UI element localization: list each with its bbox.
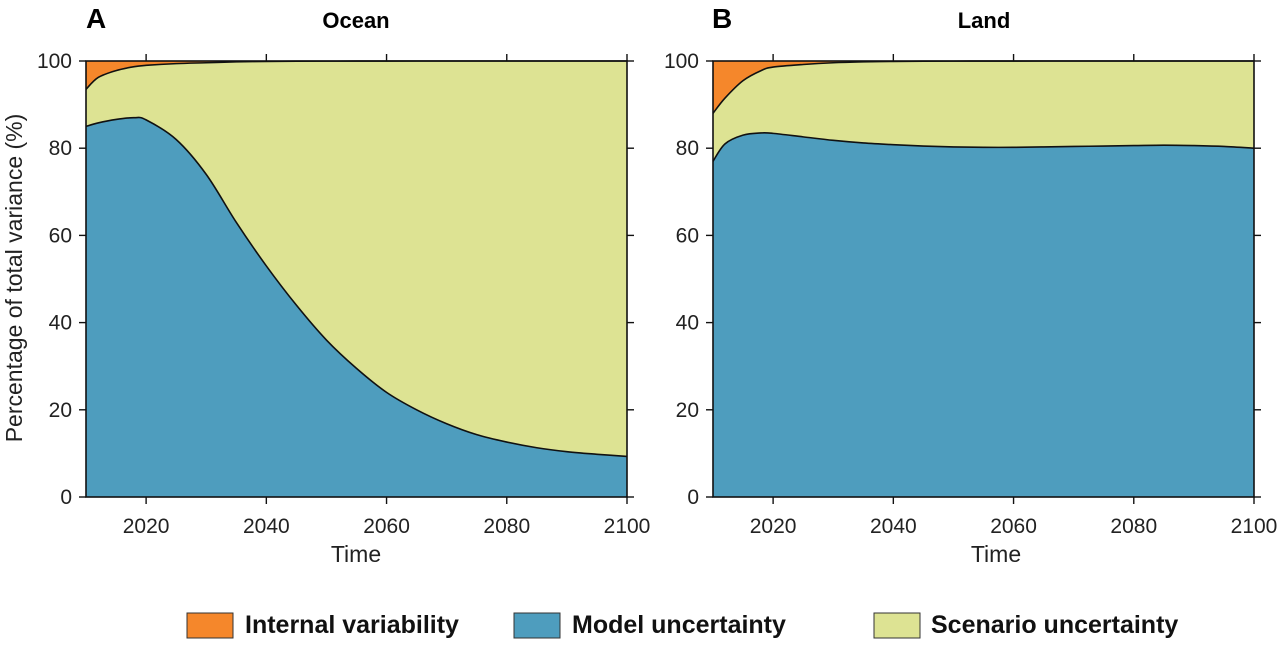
x-tick-label: 2080 bbox=[483, 515, 530, 538]
legend-item-scenario-uncertainty: Scenario uncertainty bbox=[873, 611, 1178, 639]
x-tick-label: 2100 bbox=[604, 515, 651, 538]
y-tick-label: 40 bbox=[676, 312, 699, 335]
area-internal-variability bbox=[86, 60, 627, 90]
x-axis-label: Time bbox=[331, 541, 381, 567]
y-tick-label: 100 bbox=[37, 50, 72, 73]
y-tick-label: 40 bbox=[49, 312, 72, 335]
panel-letter: A bbox=[86, 3, 106, 34]
x-tick-label: 2040 bbox=[870, 515, 917, 538]
x-tick-label: 2040 bbox=[243, 515, 290, 538]
legend-swatch bbox=[513, 612, 561, 639]
legend-item-internal-variability: Internal variability bbox=[186, 611, 459, 639]
legend-label: Internal variability bbox=[245, 611, 459, 639]
y-tick-label: 80 bbox=[49, 137, 72, 160]
legend-swatch bbox=[186, 612, 234, 639]
legend: Internal variability Model uncertainty S… bbox=[186, 611, 1178, 639]
area-scenario-uncertainty bbox=[713, 60, 1254, 162]
y-tick-label: 0 bbox=[60, 486, 72, 509]
y-tick-label: 80 bbox=[676, 137, 699, 160]
x-axis-label: Time bbox=[971, 541, 1021, 567]
y-tick-label: 60 bbox=[49, 224, 72, 247]
area-internal-variability bbox=[713, 60, 1254, 114]
panel-title: Land bbox=[958, 8, 1011, 33]
boundary-line-model-uncertainty bbox=[85, 116, 628, 458]
panel-title: Ocean bbox=[322, 8, 389, 33]
area-model-uncertainty bbox=[86, 117, 627, 497]
x-tick-label: 2020 bbox=[750, 515, 797, 538]
plot-frame bbox=[712, 60, 1255, 498]
panel-letter: B bbox=[712, 3, 732, 34]
plot-frame bbox=[85, 60, 628, 498]
legend-item-model-uncertainty: Model uncertainty bbox=[513, 611, 786, 639]
x-tick-label: 2080 bbox=[1110, 515, 1157, 538]
y-tick-label: 20 bbox=[676, 399, 699, 422]
x-tick-label: 2060 bbox=[363, 515, 410, 538]
y-tick-label: 20 bbox=[49, 399, 72, 422]
legend-label: Scenario uncertainty bbox=[931, 611, 1178, 639]
legend-label: Model uncertainty bbox=[572, 611, 786, 639]
x-tick-label: 2060 bbox=[990, 515, 1037, 538]
y-tick-label: 60 bbox=[676, 224, 699, 247]
area-model-uncertainty bbox=[713, 132, 1254, 497]
x-tick-label: 2100 bbox=[1231, 515, 1278, 538]
x-tick-label: 2020 bbox=[123, 515, 170, 538]
boundary-line-model-uncertainty bbox=[712, 131, 1255, 162]
y-tick-label: 0 bbox=[687, 486, 699, 509]
y-tick-label: 100 bbox=[664, 50, 699, 73]
legend-swatch bbox=[873, 612, 921, 639]
area-scenario-uncertainty bbox=[86, 60, 627, 457]
y-axis-label: Percentage of total variance (%) bbox=[1, 114, 27, 443]
